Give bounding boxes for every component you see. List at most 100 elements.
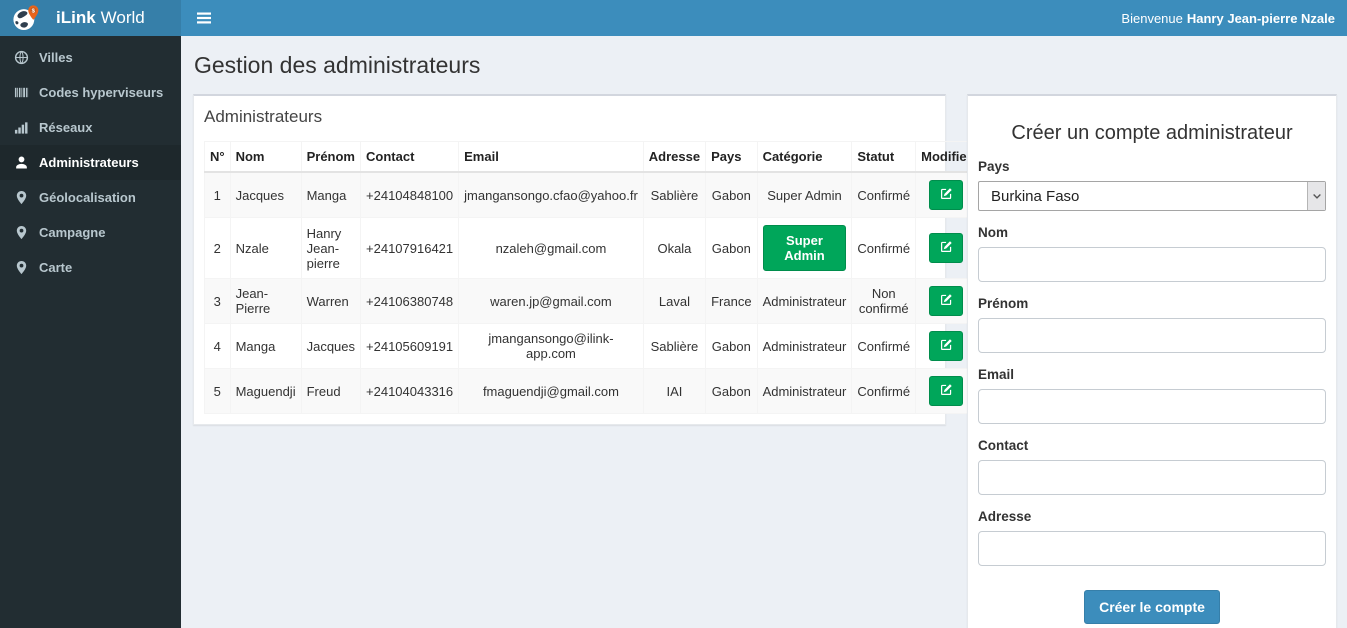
cell-pays: Gabon — [705, 323, 758, 369]
adresse-input[interactable] — [978, 531, 1326, 566]
hamburger-icon — [197, 12, 211, 24]
barcode-icon — [14, 85, 29, 100]
sidebar-item-administrateurs[interactable]: Administrateurs — [0, 145, 181, 180]
contact-input[interactable] — [978, 460, 1326, 495]
cell-email: jmangansongo.cfao@yahoo.fr — [458, 171, 644, 218]
cell-adresse: Sablière — [642, 323, 707, 369]
contact-label: Contact — [978, 438, 1029, 453]
table-row: 3 Jean-Pierre Warren +24106380748 waren.jp@g… — [204, 278, 1054, 324]
cell-nom: Maguendji — [229, 368, 302, 414]
sidebar-toggle-button[interactable] — [181, 0, 227, 36]
table-row: 5 Maguendji Freud +24104043316 fmaguendji@gm… — [204, 368, 1054, 414]
edit-button[interactable] — [929, 180, 964, 210]
administrators-panel-heading: Administrateurs — [204, 107, 323, 126]
create-admin-panel: Créer un compte administrateur Pays Burki… — [967, 94, 1337, 628]
edit-icon — [940, 338, 953, 354]
cell-pays: Gabon — [705, 368, 758, 414]
sidebar-item-carte[interactable]: Carte — [0, 250, 181, 285]
app-logo[interactable]: $ iLink World — [0, 0, 181, 36]
table-header-row: N° Nom Prénom Contact Email Adresse Pays Catégo… — [204, 141, 1054, 173]
cell-email: nzaleh@gmail.com — [458, 217, 644, 279]
edit-icon — [940, 383, 953, 399]
sidebar-item-label: Codes hyperviseurs — [39, 85, 164, 100]
sidebar-item-campagne[interactable]: Campagne — [0, 215, 181, 250]
cell-adresse: Okala — [642, 217, 707, 279]
sidebar-item-label: Réseaux — [39, 120, 93, 135]
column-header-adresse: Adresse — [642, 141, 707, 173]
globe-pin-logo-icon: $ — [13, 5, 39, 31]
welcome-prefix: Bienvenue — [1121, 10, 1183, 26]
prenom-label: Prénom — [978, 296, 1029, 311]
prenom-input[interactable] — [978, 318, 1326, 353]
cell-contact: +24107916421 — [360, 217, 460, 279]
cell-contact: +24104043316 — [360, 368, 460, 414]
edit-icon — [940, 240, 953, 256]
edit-button[interactable] — [929, 376, 964, 406]
cell-prenom: Manga — [300, 171, 362, 218]
sidebar-item-label: Villes — [39, 50, 73, 65]
cell-nom: Jacques — [229, 171, 302, 218]
cell-categorie: Super Admin — [756, 217, 853, 279]
column-header-contact: Contact — [360, 141, 460, 173]
sidebar-item-reseaux[interactable]: Réseaux — [0, 110, 181, 145]
edit-button[interactable] — [929, 233, 964, 263]
topbar: $ iLink World Bienvenue Hanry Jean-pierre … — [0, 0, 1347, 36]
svg-text:$: $ — [32, 8, 36, 14]
edit-button[interactable] — [929, 331, 964, 361]
globe-icon — [14, 50, 29, 65]
column-header-n: N° — [204, 141, 231, 173]
adresse-label: Adresse — [978, 509, 1032, 524]
cell-num: 4 — [204, 323, 231, 369]
map-marker-icon — [14, 190, 29, 205]
cell-statut: Confirmé — [851, 368, 917, 414]
cell-categorie: Administrateur — [756, 278, 853, 324]
cell-nom: Jean-Pierre — [229, 278, 302, 324]
edit-button[interactable] — [929, 286, 964, 316]
sidebar-item-label: Géolocalisation — [39, 190, 136, 205]
email-input[interactable] — [978, 389, 1326, 424]
sidebar-item-label: Administrateurs — [39, 155, 139, 170]
navbar: Bienvenue Hanry Jean-pierre Nzale — [181, 0, 1347, 36]
sidebar-item-label: Carte — [39, 260, 73, 275]
map-marker-icon — [14, 260, 29, 275]
brand-title: iLink World — [56, 8, 145, 28]
create-account-button[interactable]: Créer le compte — [1084, 590, 1220, 624]
sidebar-item-geolocalisation[interactable]: Géolocalisation — [0, 180, 181, 215]
edit-icon — [940, 293, 953, 309]
create-admin-form: Pays Burkina Faso Nom Prénom Email Contact Adr… — [978, 159, 1326, 566]
chart-bars-icon — [14, 120, 29, 135]
cell-prenom: Freud — [300, 368, 362, 414]
cell-adresse: Laval — [642, 278, 707, 324]
brand-rest: World — [100, 8, 145, 27]
sidebar-item-villes[interactable]: Villes — [0, 40, 181, 75]
cell-num: 3 — [204, 278, 231, 324]
pays-select[interactable]: Burkina Faso — [978, 181, 1326, 211]
administrators-table: N° Nom Prénom Contact Email Adresse Pays Catégo… — [204, 141, 1054, 414]
cell-num: 2 — [204, 217, 231, 279]
cell-nom: Nzale — [229, 217, 302, 279]
table-row: 4 Manga Jacques +24105609191 jmangansongo@il… — [204, 323, 1054, 369]
cell-email: waren.jp@gmail.com — [458, 278, 644, 324]
sidebar: Villes Codes hyperviseurs Réseaux Administr… — [0, 36, 181, 628]
cell-categorie: Administrateur — [756, 323, 853, 369]
cell-prenom: Hanry Jean-pierre — [300, 217, 362, 279]
cell-pays: France — [705, 278, 758, 324]
nom-input[interactable] — [978, 247, 1326, 282]
administrators-panel: Administrateurs N° Nom Prénom Contact Email A… — [193, 94, 1054, 425]
cell-nom: Manga — [229, 323, 302, 369]
cell-email: fmaguendji@gmail.com — [458, 368, 644, 414]
cell-statut: Non confirmé — [851, 278, 917, 324]
table-row: 2 Nzale Hanry Jean-pierre +24107916421 nzale… — [204, 217, 1054, 279]
user-menu[interactable]: Bienvenue Hanry Jean-pierre Nzale — [1121, 11, 1347, 26]
map-marker-icon — [14, 225, 29, 240]
categorie-button[interactable]: Super Admin — [762, 225, 847, 271]
column-header-email: Email — [458, 141, 644, 173]
cell-pays: Gabon — [705, 217, 758, 279]
cell-prenom: Jacques — [300, 323, 362, 369]
sidebar-item-codes-hyperviseurs[interactable]: Codes hyperviseurs — [0, 75, 181, 110]
email-label: Email — [978, 367, 1015, 382]
edit-icon — [940, 187, 953, 203]
cell-categorie: Administrateur — [756, 368, 853, 414]
column-header-statut: Statut — [851, 141, 917, 173]
cell-email: jmangansongo@ilink-app.com — [458, 323, 644, 369]
